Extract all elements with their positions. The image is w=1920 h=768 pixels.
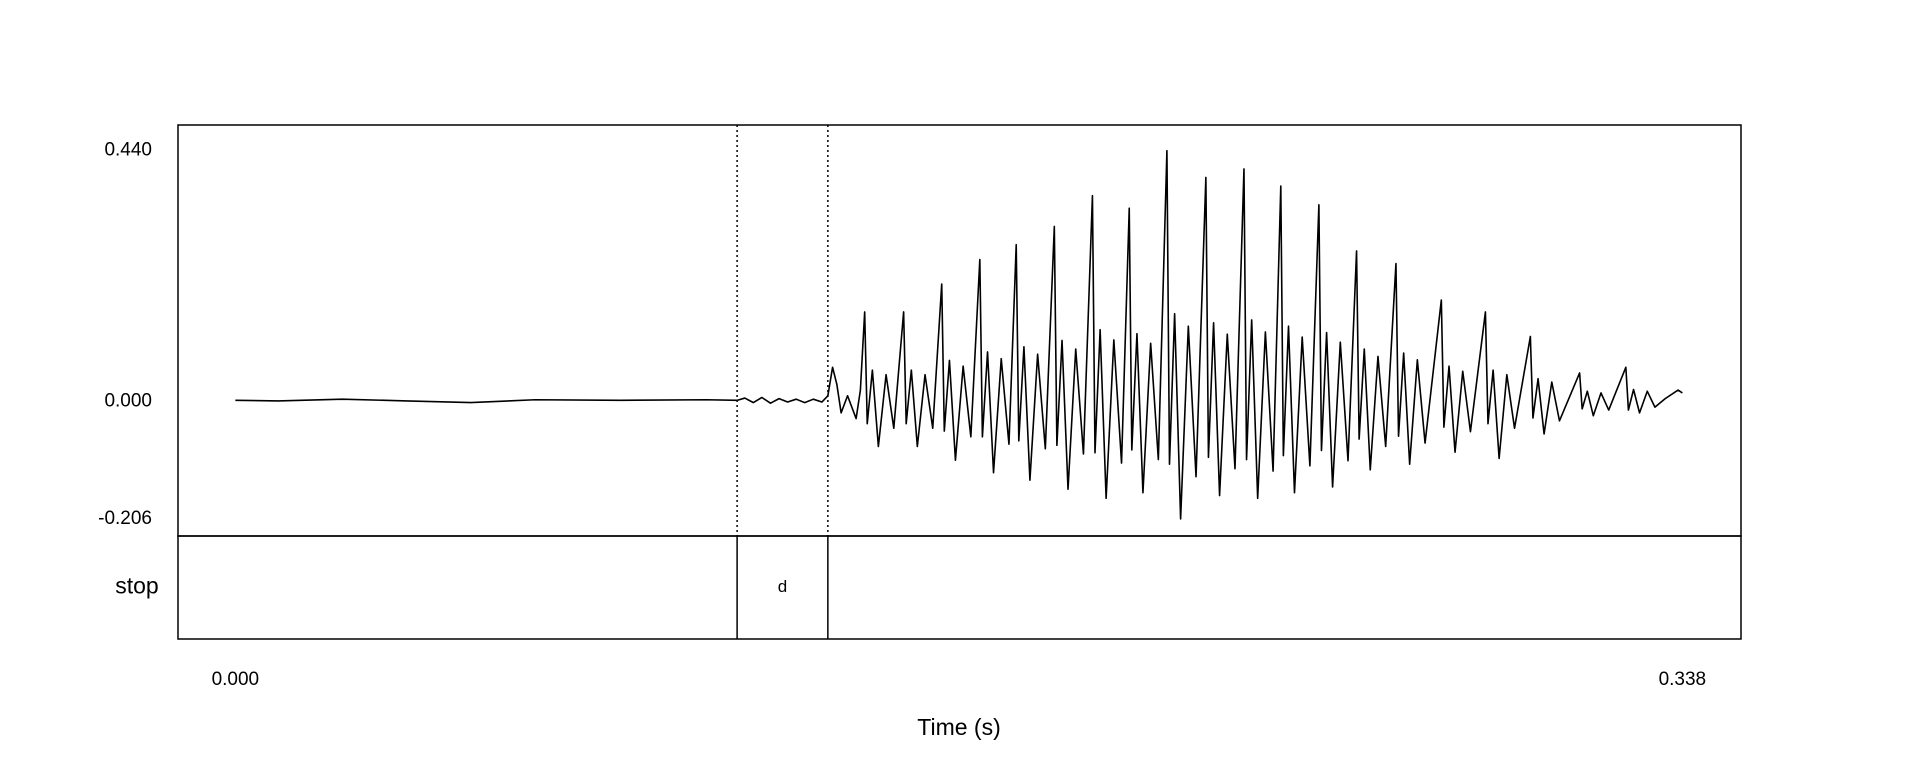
x-axis-label: Time (s) xyxy=(917,714,1000,740)
x-tick-label: 0.338 xyxy=(1659,669,1707,690)
y-tick-label: 0.440 xyxy=(104,140,152,161)
y-tick-label: 0.000 xyxy=(104,390,152,411)
plot-frame xyxy=(177,124,1742,537)
tier-name: stop xyxy=(115,573,158,599)
y-tick-label: -0.206 xyxy=(98,508,152,529)
tier-frame xyxy=(177,535,1742,640)
waveform-line xyxy=(235,149,1683,520)
interval-label: d xyxy=(778,577,787,596)
x-tick-label: 0.000 xyxy=(212,669,260,690)
